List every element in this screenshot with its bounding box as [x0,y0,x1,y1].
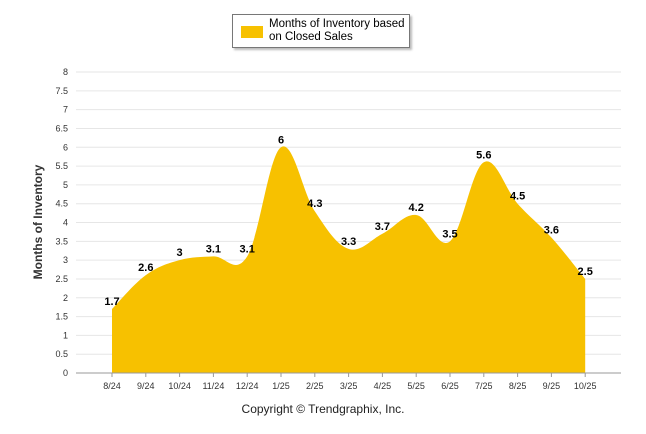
y-axis-title: Months of Inventory [31,164,45,280]
legend-label: Months of Inventory based on Closed Sale… [269,18,405,43]
data-label: 5.6 [476,149,491,161]
data-label: 3.1 [240,243,255,255]
data-label: 3.5 [442,228,457,240]
x-tick-label: 10/25 [574,381,597,391]
x-tick-label: 9/24 [137,381,155,391]
x-tick-label: 2/25 [306,381,324,391]
y-tick-label: 6.5 [55,123,68,133]
legend-swatch [241,26,263,38]
y-tick-label: 7.5 [55,86,68,96]
y-tick-label: 4.5 [55,199,68,209]
x-tick-label: 7/25 [475,381,493,391]
data-label: 3 [177,247,183,259]
y-tick-label: 1 [63,330,68,340]
x-tick-label: 9/25 [543,381,561,391]
data-label: 3.7 [375,221,390,233]
data-label: 2.6 [138,262,153,274]
data-label: 3.1 [206,243,221,255]
y-tick-label: 0.5 [55,349,68,359]
x-tick-label: 3/25 [340,381,358,391]
y-tick-label: 3 [63,255,68,265]
y-axis-ticks: 0 0.5 1 1.5 2 2.5 3 3.5 4 4.5 5 5.5 6 6.5 7 7.5 8 [55,67,68,378]
x-tick-label: 10/24 [168,381,191,391]
data-label: 4.5 [510,191,525,203]
x-tick-label: 8/25 [509,381,527,391]
x-tick-label: 5/25 [407,381,425,391]
inventory-area [112,146,586,373]
y-tick-label: 4 [63,218,68,228]
x-tick-label: 11/24 [202,381,224,391]
y-tick-label: 1.5 [55,312,68,322]
x-tick-label: 4/25 [374,381,392,391]
data-label: 4.2 [409,202,424,214]
data-label: 6 [278,134,284,146]
data-label: 4.3 [307,198,322,210]
y-tick-label: 2.5 [55,274,68,284]
y-tick-label: 8 [63,67,68,77]
x-tick-label: 6/25 [441,381,459,391]
y-tick-label: 6 [63,142,68,152]
y-tick-label: 3.5 [55,236,68,246]
x-tick-label: 12/24 [236,381,259,391]
data-label: 2.5 [578,266,593,278]
x-tick-label: 1/25 [272,381,290,391]
data-label: 3.6 [544,225,559,237]
y-tick-label: 0 [63,368,68,378]
y-tick-label: 2 [63,293,68,303]
y-tick-label: 7 [63,105,68,115]
data-labels: 1.7 2.6 3 3.1 3.1 6 4.3 3.3 3.7 4.2 3.5 5.6 4.5 3.6 2.… [104,134,592,308]
y-tick-label: 5.5 [55,161,68,171]
copyright-text: Copyright © Trendgraphix, Inc. [241,402,405,416]
x-axis-ticks: 8/24 9/24 10/24 11/24 12/24 1/25 2/25 3/25 4/25 5… [103,373,596,391]
data-label: 3.3 [341,236,356,248]
data-label: 1.7 [104,296,119,308]
y-tick-label: 5 [63,180,68,190]
legend: Months of Inventory based on Closed Sale… [232,14,410,48]
x-tick-label: 8/24 [103,381,121,391]
